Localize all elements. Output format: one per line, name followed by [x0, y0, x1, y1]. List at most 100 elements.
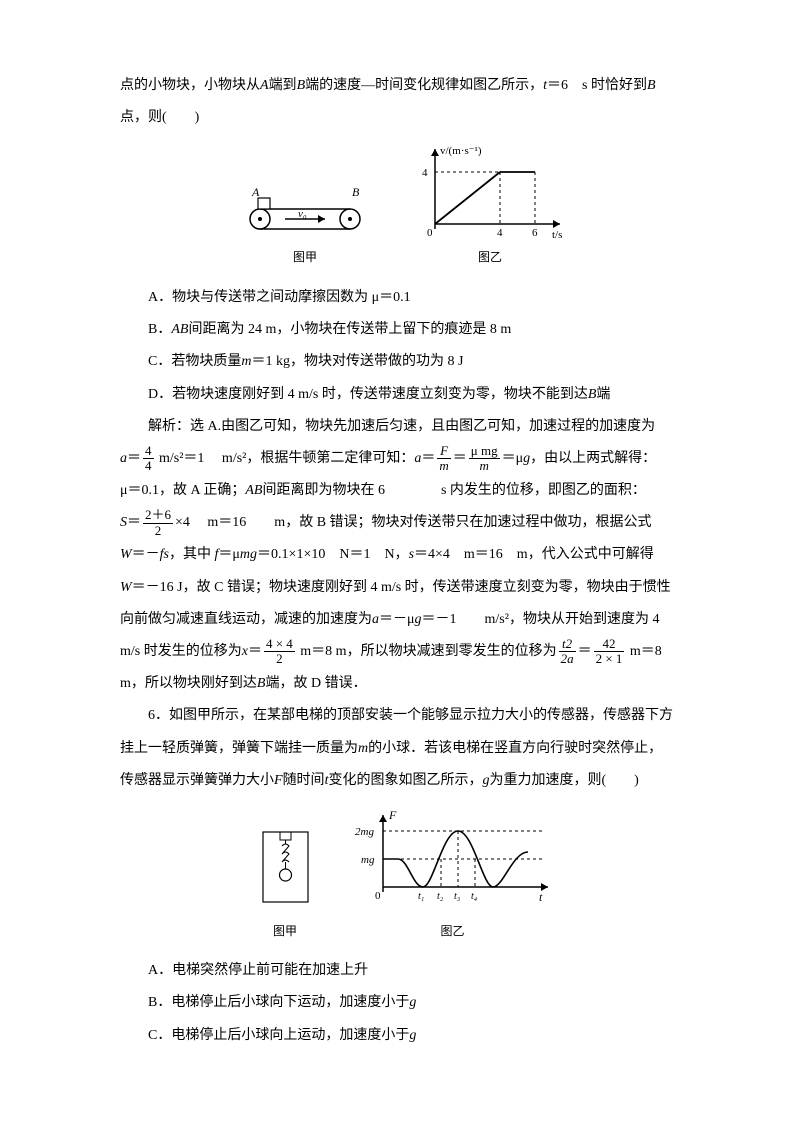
text: ×4 m＝16 m，故 B 错误；物块对传送带只在加速过程中做功，根据公式 [175, 515, 652, 530]
solution-p1: 解析：选 A.由图乙可知，物块先加速后匀速，且由图乙可知，加速过程的加速度为 [120, 411, 690, 443]
var-a: a [372, 612, 379, 627]
var-B2: B [647, 78, 656, 93]
text: 端的速度—时间变化规律如图乙所示， [305, 78, 543, 93]
den: m [469, 459, 500, 473]
den: 2a [559, 652, 576, 666]
opt2-C: C．电梯停止后小球向上运动，加速度小于g [120, 1020, 690, 1052]
label-A: A [251, 185, 260, 199]
svg-text:v₀: v₀ [298, 208, 307, 220]
den: 4 [143, 459, 154, 473]
num: 2＋6 [143, 508, 173, 523]
axis-t: t [539, 890, 543, 904]
var-W: W [120, 580, 132, 595]
text: ＝1 kg，物块对传送带做的功为 8 J [251, 354, 463, 369]
var-F: F [274, 773, 283, 788]
den: 2 × 1 [594, 652, 625, 666]
option-B: B．AB间距离为 24 m，小物块在传送带上留下的痕迹是 8 m [120, 314, 690, 346]
option-C: C．若物块质量m＝1 kg，物块对传送带做的功为 8 J [120, 346, 690, 378]
solution-p6: W＝－16 J，故 C 错误；物块速度刚好到 4 m/s 时，传送带速度立刻变为… [120, 572, 690, 604]
var-g: g [409, 1028, 416, 1043]
text: 随时间 [283, 773, 325, 788]
caption-jia-2: 图甲 [258, 918, 313, 946]
var-m: m [358, 741, 368, 756]
text: 点的小物块，小物块从 [120, 78, 260, 93]
solution-p4: S＝2＋62×4 m＝16 m，故 B 错误；物块对传送带只在加速过程中做功，根… [120, 507, 690, 539]
solution-p9: m，所以物块刚好到达B端，故 D 错误． [120, 668, 690, 700]
num: μ mg [469, 444, 500, 459]
q6-p2: 挂上一轻质弹簧，弹簧下端挂一质量为m的小球．若该电梯在竖直方向行驶时突然停止， [120, 733, 690, 765]
frac-umg-m: μ mgm [467, 444, 502, 474]
text: m＝8 [626, 644, 661, 659]
caption-yi: 图乙 [410, 244, 570, 272]
tick4: 4 [497, 227, 503, 239]
text: ＝－μ [379, 612, 415, 627]
ft-graph-svg: F t 2mg mg 0 t₁ t₂ t₃ t₄ [353, 807, 553, 907]
opt2-A: A．电梯突然停止前可能在加速上升 [120, 955, 690, 987]
text: 间距离即为物块在 6 s 内发生的位移，即图乙的面积： [262, 483, 645, 498]
var-W: W [120, 547, 132, 562]
var-x: x [242, 644, 248, 659]
figure2-jia: 图甲 [258, 827, 313, 945]
figure-jia: A B v₀ 图甲 [240, 184, 370, 272]
var-m: m [241, 354, 251, 369]
solution-p5: W＝－fs，其中 f＝μmg＝0.1×1×10 N＝1 N，s＝4×4 m＝16… [120, 539, 690, 571]
var-a2: a [414, 451, 421, 466]
tick-0: 0 [375, 890, 381, 902]
text: m＝8 m，所以物块减速到零发生的位移为 [297, 644, 557, 659]
text: C．电梯停止后小球向上运动，加速度小于 [148, 1028, 409, 1043]
text: ＝－1 m/s²，物块从开始到速度为 4 [422, 612, 660, 627]
option-A: A．物块与传送带之间动摩擦因数为 μ＝0.1 [120, 282, 690, 314]
text: 传感器显示弹簧弹力大小 [120, 773, 274, 788]
solution-p2: a＝44 m/s²＝1 m/s²，根据牛顿第二定律可知：a＝Fm＝μ mgm＝μ… [120, 443, 690, 475]
elevator-svg [258, 827, 313, 907]
tick6: 6 [532, 227, 538, 239]
tick-2mg: 2mg [355, 826, 374, 838]
text: 端，故 D 错误． [265, 676, 366, 691]
text: ，由以上两式解得： [530, 451, 656, 466]
axis-F: F [388, 808, 397, 822]
text: 端 [596, 387, 610, 402]
frac-t2-2a: t22a [557, 637, 578, 667]
var-fs: fs [160, 547, 169, 562]
var-a: a [120, 451, 127, 466]
t2: t₂ [437, 891, 444, 902]
var-A: A [260, 78, 269, 93]
text: m/s 时发生的位移为 [120, 644, 242, 659]
axis-y-label: v/(m·s⁻¹) [440, 145, 482, 157]
text: ＝－ [132, 547, 160, 562]
option-D: D．若物块速度刚好到 4 m/s 时，传送带速度立刻变为零，物块不能到达B端 [120, 379, 690, 411]
text: ＝4×4 m＝16 m，代入公式中可解得 [414, 547, 654, 562]
caption-jia: 图甲 [240, 244, 370, 272]
opt2-B: B．电梯停止后小球向下运动，加速度小于g [120, 987, 690, 1019]
intro-line1: 点的小物块，小物块从A端到B端的速度—时间变化规律如图乙所示，t＝6 s 时恰好… [120, 70, 690, 102]
num: 4 [143, 444, 154, 459]
text: 为重力加速度，则( ) [489, 773, 638, 788]
text: B．电梯停止后小球向下运动，加速度小于 [148, 995, 409, 1010]
text: 向前做匀减速直线运动，减速的加速度为 [120, 612, 372, 627]
text: ＝6 s 时恰好到 [547, 78, 647, 93]
var-S: S [120, 515, 127, 530]
t1: t₁ [418, 891, 424, 902]
t4: t₄ [471, 891, 478, 902]
text: ＝－16 J，故 C 错误；物块速度刚好到 4 m/s 时，传送带速度立刻变为零… [132, 580, 671, 595]
text: ，其中 [169, 547, 215, 562]
den: m [437, 459, 450, 473]
tick-mg: mg [361, 854, 375, 866]
text: ＝μ [218, 547, 240, 562]
num: 42 [594, 637, 625, 652]
tick0: 0 [427, 227, 433, 239]
solution-p3: μ＝0.1，故 A 正确；AB间距离即为物块在 6 s 内发生的位移，即图乙的面… [120, 475, 690, 507]
solution-p8: m/s 时发生的位移为x＝4 × 42 m＝8 m，所以物块减速到零发生的位移为… [120, 636, 690, 668]
den: 2 [143, 524, 173, 538]
frac-42-2x1: 422 × 1 [592, 637, 627, 667]
var-mg: mg [240, 547, 257, 562]
ticky4: 4 [422, 167, 428, 179]
figure2-yi: F t 2mg mg 0 t₁ t₂ t₃ t₄ 图乙 [353, 807, 553, 945]
axis-x-label: t/s [552, 229, 562, 241]
conveyor-svg: A B v₀ [240, 184, 370, 244]
text: 变化的图象如图乙所示， [328, 773, 482, 788]
frac-4x4-2: 4 × 42 [262, 637, 297, 667]
text: m/s²＝1 m/s²，根据牛顿第二定律可知： [156, 451, 415, 466]
label-B: B [352, 185, 360, 199]
text: 间距离为 24 m，小物块在传送带上留下的痕迹是 8 m [188, 322, 511, 337]
